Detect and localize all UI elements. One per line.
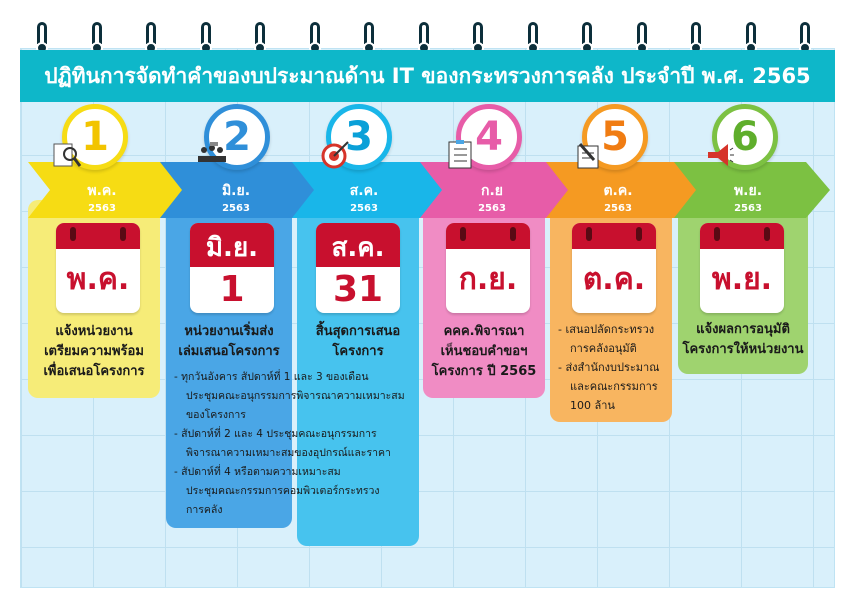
step-2-bullet: - สัปดาห์ที่ 2 และ 4 ประชุมคณะอนุกรรมการ… [174,428,391,459]
step-4-description-line: คคค.พิจารณา [443,324,525,339]
step-3-number: 3 [345,114,373,160]
step-2-number: 2 [223,114,251,160]
step-3-description: สิ้นสุดการเสนอ โครงการ [298,322,418,362]
step-4-year: 2563 [478,203,506,214]
step-6-description: แจ้งผลการอนุมัติ โครงการให้หน่วยงาน [680,320,806,360]
step-2-calendar-day: 1 [219,269,245,310]
step-4-number: 4 [475,114,503,160]
step-5-month: ต.ค. [603,183,633,199]
checklist-icon [446,140,476,170]
step-5-bullet: - เสนอปลัดกระทรวง การคลังอนุมัติ [558,323,655,355]
magnifier-icon [52,140,82,170]
step-5-number: 5 [601,114,629,160]
step-1-description-line: เพื่อเสนอโครงการ [43,364,145,379]
step-6-number-badge: 6 [712,104,778,170]
target-icon [320,140,350,170]
step-1-year: 2563 [88,203,116,214]
step-2-arrow [160,162,320,218]
step-3-month: ส.ค. [349,183,379,199]
step-6-month: พ.ย. [733,183,763,199]
step-4-calendar: ก.ย. [446,223,530,313]
megaphone-icon [704,140,734,170]
step-2-year: 2563 [222,203,250,214]
step-5-arrow [546,162,706,218]
step-3-calendar: ส.ค. 31 [316,223,400,313]
step-3-description-line: โครงการ [332,344,384,359]
page-title: ปฏิทินการจัดทำคำของบประมาณด้าน IT ของกระ… [44,64,811,88]
step-2-description-line: หน่วยงานเริ่มส่ง [184,324,274,339]
step-6-description-line: โครงการให้หน่วยงาน [682,342,804,357]
step-3-calendar-day: 31 [332,269,384,310]
step-2-calendar-month: มิ.ย. [190,223,274,267]
step-3-description-line: สิ้นสุดการเสนอ [315,324,401,339]
step-6-arrow [674,162,830,218]
step-1-description-line: เตรียมความพร้อม [44,344,144,359]
step-5-calendar: ต.ค. [572,223,656,313]
step-4-arrow [420,162,580,218]
step-1-calendar-text: พ.ค. [66,262,130,297]
step-6-calendar: พ.ย. [700,223,784,313]
step-2-month: มิ.ย. [221,183,251,199]
step-2-description: หน่วยงานเริ่มส่ง เล่มเสนอโครงการ [168,322,290,362]
meeting-icon [196,140,226,170]
step-2-bullet-list: - ทุกวันอังคาร สัปดาห์ที่ 1 และ 3 ของเดื… [174,368,414,520]
step-6-year: 2563 [734,203,762,214]
step-6-number: 6 [731,114,759,160]
step-4-description-line: เห็นชอบคำขอฯ [440,344,528,359]
step-1-description-line: แจ้งหน่วยงาน [55,324,133,339]
step-2-description-line: เล่มเสนอโครงการ [178,344,280,359]
step-5-calendar-text: ต.ค. [582,262,646,297]
step-5-year: 2563 [604,203,632,214]
step-1-arrow [28,162,188,218]
document-pen-icon [574,140,604,170]
step-2-bullet: - สัปดาห์ที่ 4 หรือตามความเหมาะสม ประชุมค… [174,466,380,516]
step-2-calendar: มิ.ย. 1 [190,223,274,313]
step-4-description-line: โครงการ ปี 2565 [431,364,537,379]
step-4-calendar-text: ก.ย. [458,262,518,297]
step-6-description-line: แจ้งผลการอนุมัติ [696,322,790,337]
step-3-arrow [292,162,452,218]
step-3-year: 2563 [350,203,378,214]
step-6-calendar-text: พ.ย. [711,262,773,297]
step-4-description: คคค.พิจารณา เห็นชอบคำขอฯ โครงการ ปี 2565 [424,322,544,382]
step-5-bullet-list: - เสนอปลัดกระทรวง การคลังอนุมัติ - ส่งสำน… [558,320,670,415]
step-1-description: แจ้งหน่วยงาน เตรียมความพร้อม เพื่อเสนอโค… [30,322,158,382]
step-3-calendar-month: ส.ค. [316,223,400,267]
step-1-calendar: พ.ค. [56,223,140,313]
step-2-bullet: - ทุกวันอังคาร สัปดาห์ที่ 1 และ 3 ของเดื… [174,371,405,421]
step-4-month: ก.ย [481,183,503,199]
title-bar [20,50,835,102]
step-5-bullet: - ส่งสำนักงบประมาณ และคณะกรรมการ 100 ล้าน [558,361,660,412]
step-1-number: 1 [81,114,109,160]
step-1-month: พ.ค. [87,183,117,199]
